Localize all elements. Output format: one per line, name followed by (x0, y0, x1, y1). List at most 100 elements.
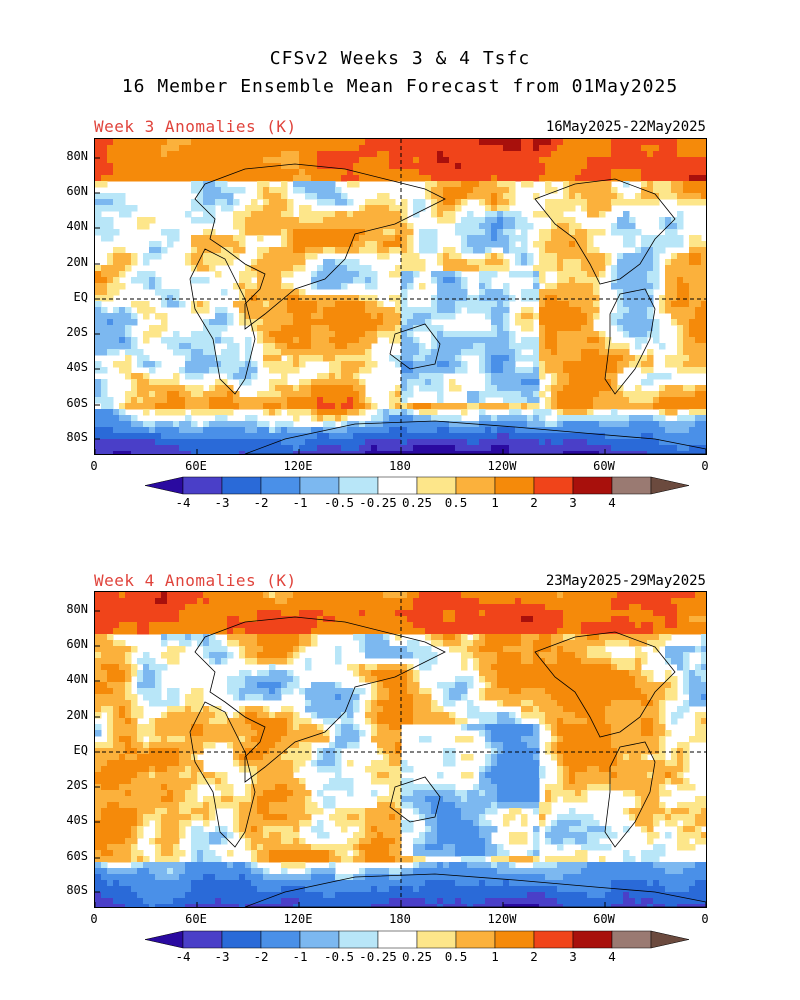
colorbar-segment (377, 476, 418, 495)
colorbar-tick-label: -1 (292, 495, 308, 510)
colorbar-tick-label: -2 (253, 495, 269, 510)
colorbar-tick-label: 3 (569, 495, 577, 510)
lat-tick-label: 20N (66, 255, 88, 269)
colorbar-tick-label: -3 (214, 949, 230, 964)
lat-tick-label: 20S (66, 325, 88, 339)
colorbar-tick-label: 2 (530, 949, 538, 964)
lon-tick-label: 60E (185, 912, 207, 926)
colorbar-tick-label: -0.5 (323, 495, 355, 510)
colorbar-tick-label: -3 (214, 495, 230, 510)
colorbar-tick-label: -4 (175, 949, 191, 964)
colorbar-tick-label: -1 (292, 949, 308, 964)
map-week4 (94, 591, 707, 908)
lat-tick-label: 40N (66, 672, 88, 686)
lon-tick-label: 120W (487, 459, 517, 473)
lat-tick-label: 60N (66, 637, 88, 651)
lon-tick-label: 180 (389, 459, 411, 473)
colorbar-segment (650, 930, 690, 949)
colorbar-tick-label: 4 (608, 495, 616, 510)
lat-tick-label: EQ (73, 743, 88, 757)
lat-tick-label: 40S (66, 813, 88, 827)
colorbar-segment (494, 476, 535, 495)
colorbar-tick-label: 0.5 (444, 949, 468, 964)
colorbar-tick-label: 0.5 (444, 495, 468, 510)
colorbar-tick-label: -0.5 (323, 949, 355, 964)
colorbar-week4: -4 -3 -2 -1 -0.5 -0.25 0.25 0.5 1 2 3 4 (144, 930, 690, 964)
colorbar-segment (416, 476, 457, 495)
lon-tick-label: 120W (487, 912, 517, 926)
lat-tick-label: 80S (66, 883, 88, 897)
colorbar-segment (182, 930, 223, 949)
colorbar-tick-label: -0.25 (359, 949, 397, 964)
lat-tick-label: 20S (66, 778, 88, 792)
lat-tick-label: 80N (66, 602, 88, 616)
colorbar-tick-label: 0.25 (401, 949, 433, 964)
colorbar-tick-label: 4 (608, 949, 616, 964)
colorbar-segment (455, 476, 496, 495)
lat-tick-label: 80S (66, 430, 88, 444)
colorbar-segment (338, 930, 379, 949)
colorbar-segment (338, 476, 379, 495)
lon-tick-label: 60W (593, 912, 615, 926)
lon-tick-label: 0 (90, 912, 98, 926)
colorbar-segment (611, 476, 652, 495)
colorbar-svg (144, 930, 690, 949)
colorbar-tick-label: -0.25 (359, 495, 397, 510)
colorbar-tick-label: 2 (530, 495, 538, 510)
colorbar-tick-label: 0.25 (401, 495, 433, 510)
map-week3-field (95, 139, 706, 454)
lat-tick-label: 60S (66, 396, 88, 410)
colorbar-segment (377, 930, 418, 949)
colorbar-segment (455, 930, 496, 949)
colorbar-tick-label: -4 (175, 495, 191, 510)
colorbar-segment (221, 476, 262, 495)
lon-tick-label: 60E (185, 459, 207, 473)
colorbar-segment (572, 930, 613, 949)
map-week3 (94, 138, 707, 455)
panel-week4-label: Week 4 Anomalies (K) (94, 571, 297, 590)
colorbar-segment (611, 930, 652, 949)
colorbar-segment (144, 930, 184, 949)
colorbar-segment (221, 930, 262, 949)
figure-title-line1: CFSv2 Weeks 3 & 4 Tsfc (269, 48, 531, 69)
colorbar-segment (416, 930, 457, 949)
lat-tick-label: EQ (73, 290, 88, 304)
map-week4-field (95, 592, 706, 907)
panel-week4-date-range: 23May2025-29May2025 (545, 573, 706, 589)
colorbar-segment (299, 476, 340, 495)
colorbar-segment (572, 476, 613, 495)
lat-tick-label: 40S (66, 360, 88, 374)
colorbar-segment (494, 930, 535, 949)
colorbar-svg (144, 476, 690, 495)
lat-tick-label: 60S (66, 849, 88, 863)
colorbar-segment (533, 476, 574, 495)
lon-tick-label: 120E (283, 912, 313, 926)
colorbar-tick-label: -2 (253, 949, 269, 964)
colorbar-week3: -4 -3 -2 -1 -0.5 -0.25 0.25 0.5 1 2 3 4 (144, 476, 690, 510)
panel-week3-date-range: 16May2025-22May2025 (545, 119, 706, 135)
colorbar-segment (260, 930, 301, 949)
lat-tick-label: 80N (66, 149, 88, 163)
lon-tick-label: 0 (90, 459, 98, 473)
colorbar-tick-label: 3 (569, 949, 577, 964)
lon-tick-label: 60W (593, 459, 615, 473)
panel-week3-label: Week 3 Anomalies (K) (94, 117, 297, 136)
lon-tick-label: 0 (701, 459, 709, 473)
colorbar-tick-label: 1 (491, 949, 499, 964)
lon-tick-label: 180 (389, 912, 411, 926)
colorbar-segment (650, 476, 690, 495)
colorbar-segment (260, 476, 301, 495)
anomaly-field (95, 139, 706, 454)
figure-title-line2: 16 Member Ensemble Mean Forecast from 01… (121, 76, 679, 97)
colorbar-segment (144, 476, 184, 495)
lat-tick-label: 40N (66, 219, 88, 233)
lon-tick-label: 0 (701, 912, 709, 926)
colorbar-segment (533, 930, 574, 949)
colorbar-segment (299, 930, 340, 949)
colorbar-tick-label: 1 (491, 495, 499, 510)
colorbar-segment (182, 476, 223, 495)
lat-tick-label: 20N (66, 708, 88, 722)
lat-tick-label: 60N (66, 184, 88, 198)
lon-tick-label: 120E (283, 459, 313, 473)
anomaly-field (95, 592, 706, 907)
